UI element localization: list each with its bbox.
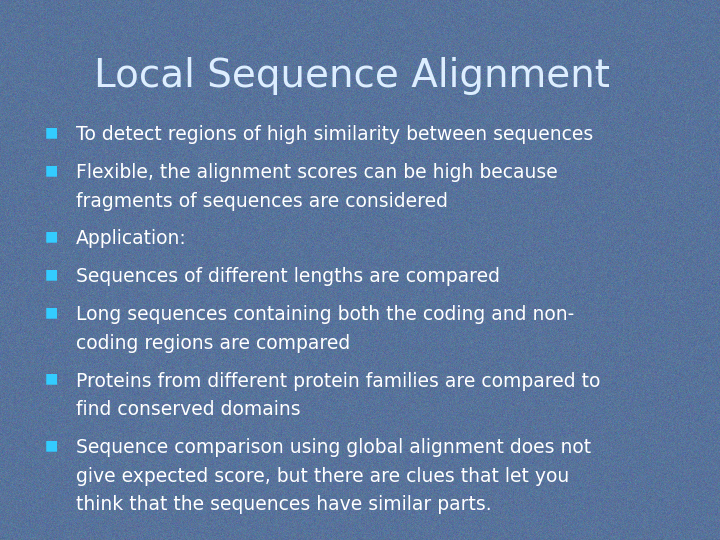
Text: ■: ■ (45, 230, 58, 244)
Text: ■: ■ (45, 267, 58, 281)
Text: coding regions are compared: coding regions are compared (76, 334, 350, 353)
Text: Proteins from different protein families are compared to: Proteins from different protein families… (76, 372, 600, 390)
Text: ■: ■ (45, 305, 58, 319)
Text: give expected score, but there are clues that let you: give expected score, but there are clues… (76, 467, 569, 485)
Text: ■: ■ (45, 438, 58, 452)
Text: Sequence comparison using global alignment does not: Sequence comparison using global alignme… (76, 438, 590, 457)
Text: ■: ■ (45, 125, 58, 139)
Text: Local Sequence Alignment: Local Sequence Alignment (94, 57, 609, 94)
Text: think that the sequences have similar parts.: think that the sequences have similar pa… (76, 495, 491, 514)
Text: fragments of sequences are considered: fragments of sequences are considered (76, 192, 448, 211)
Text: Flexible, the alignment scores can be high because: Flexible, the alignment scores can be hi… (76, 163, 557, 182)
Text: Sequences of different lengths are compared: Sequences of different lengths are compa… (76, 267, 500, 286)
Text: ■: ■ (45, 372, 58, 386)
Text: ■: ■ (45, 163, 58, 177)
Text: Long sequences containing both the coding and non-: Long sequences containing both the codin… (76, 305, 574, 324)
Text: Application:: Application: (76, 230, 186, 248)
Text: To detect regions of high similarity between sequences: To detect regions of high similarity bet… (76, 125, 593, 144)
Text: find conserved domains: find conserved domains (76, 400, 300, 419)
